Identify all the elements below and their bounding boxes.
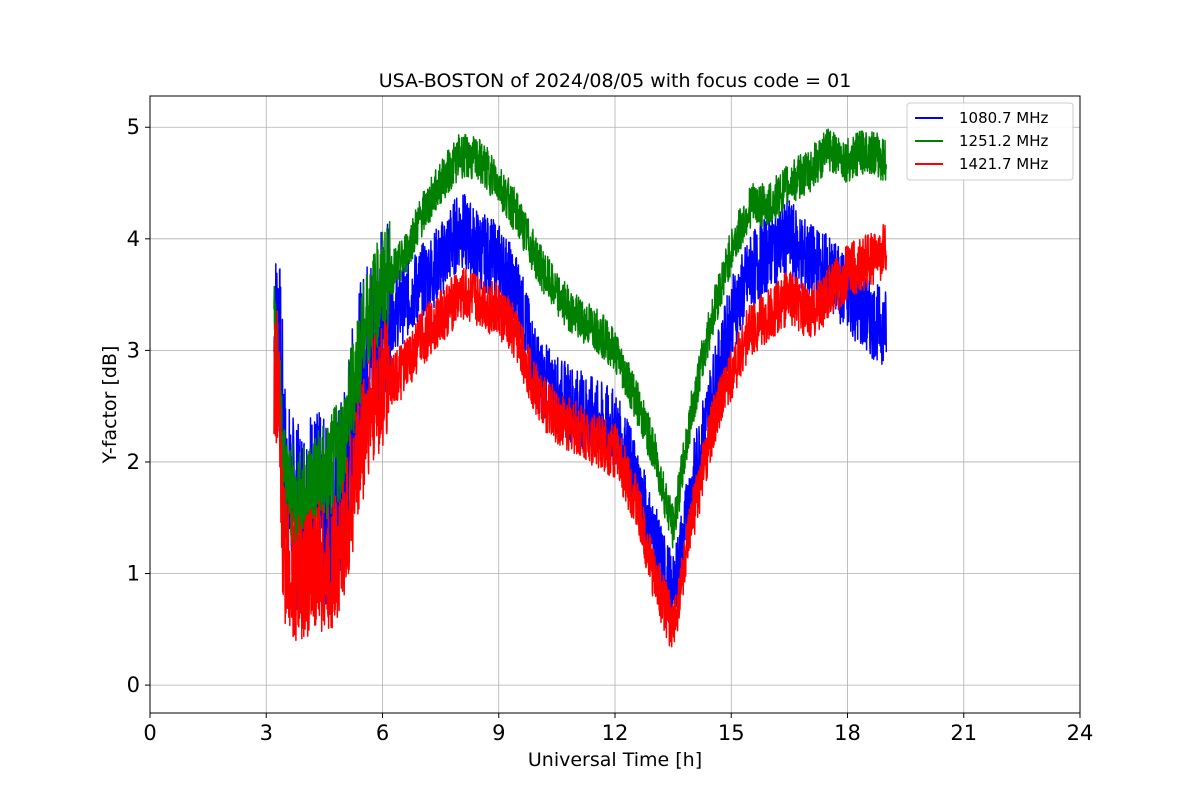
legend-label: 1421.7 MHz <box>959 155 1048 173</box>
x-tick-label: 12 <box>602 721 629 745</box>
legend-label: 1080.7 MHz <box>959 109 1048 127</box>
x-tick-label: 18 <box>834 721 861 745</box>
y-tick-label: 4 <box>127 227 140 251</box>
chart-title: USA-BOSTON of 2024/08/05 with focus code… <box>379 70 852 92</box>
x-tick-label: 3 <box>260 721 273 745</box>
series-line <box>273 223 888 648</box>
series-line <box>273 128 888 554</box>
y-tick-label: 3 <box>127 338 140 362</box>
x-tick-label: 9 <box>492 721 505 745</box>
x-tick-label: 24 <box>1067 721 1094 745</box>
plot-area <box>273 128 888 648</box>
x-tick-label: 6 <box>376 721 389 745</box>
legend-label: 1251.2 MHz <box>959 132 1048 150</box>
legend: 1080.7 MHz 1251.2 MHz 1421.7 MHz <box>906 102 1074 181</box>
y-tick-label: 5 <box>127 115 140 139</box>
y-axis-label: Y-factor [dB] <box>99 346 121 465</box>
y-tick-label: 1 <box>127 562 140 586</box>
x-axis-label: Universal Time [h] <box>528 749 702 771</box>
legend-box <box>906 102 1074 181</box>
y-tick-label: 2 <box>127 450 140 474</box>
x-tick-label: 21 <box>950 721 977 745</box>
y-tick-label: 0 <box>127 673 140 697</box>
x-tick-label: 0 <box>143 721 156 745</box>
x-tick-label: 15 <box>718 721 745 745</box>
